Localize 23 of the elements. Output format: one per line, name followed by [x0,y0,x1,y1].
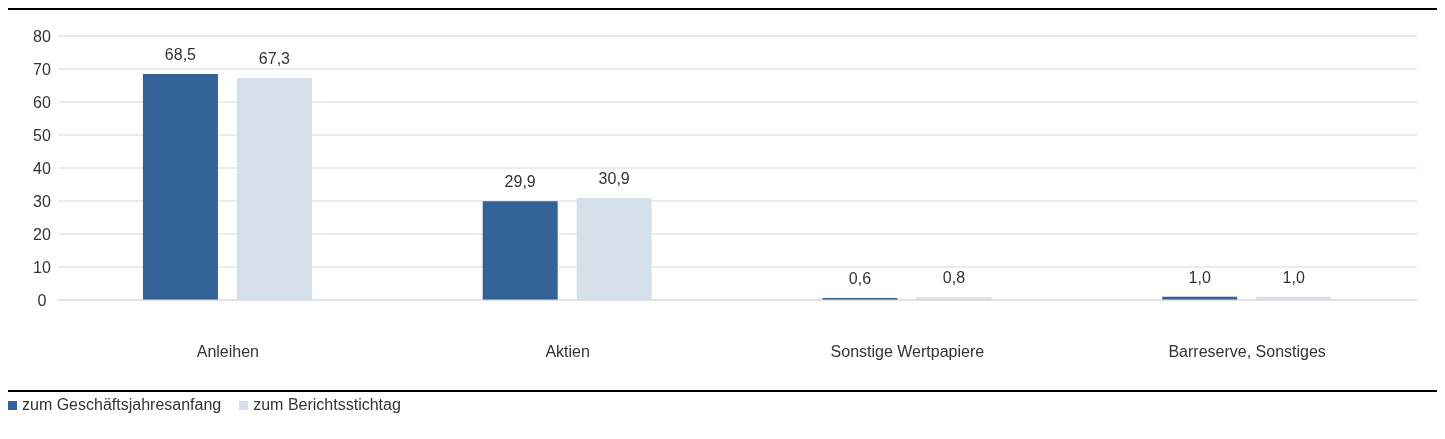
data-label: 67,3 [258,49,291,67]
x-tick-label: Sonstige Wertpapiere [830,343,985,361]
y-tick-label: 10 [33,258,51,276]
y-tick-label: 70 [33,60,51,78]
y-tick-label: 60 [33,93,51,111]
x-tick-label: Aktien [545,343,590,361]
x-tick-label: Anleihen [196,343,260,361]
y-tick-label: 0 [37,291,47,309]
data-label: 1,0 [1188,268,1211,286]
data-label: 0,8 [942,269,966,287]
data-label: 0,6 [848,270,872,288]
legend-label: zum Geschäftsjahresanfang [22,396,222,414]
y-tick-label: 50 [33,126,51,144]
data-label: 68,5 [164,45,197,63]
y-tick-label: 40 [33,159,51,177]
data-label: 30,9 [598,170,630,188]
x-tick-label: Barreserve, Sonstiges [1168,343,1326,361]
y-tick-label: 30 [33,192,51,210]
data-label: 1,0 [1282,268,1305,286]
legend-label: zum Berichtsstichtag [253,396,401,414]
y-tick-label: 20 [33,225,51,243]
data-label: 29,9 [504,173,536,191]
y-tick-label: 80 [33,27,51,45]
